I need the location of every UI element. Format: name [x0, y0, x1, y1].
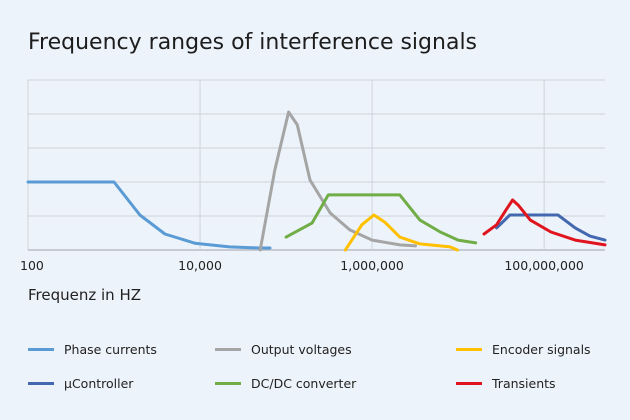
legend-item: Phase currents — [28, 342, 157, 357]
legend-label: Encoder signals — [492, 342, 591, 357]
legend-item: DC/DC converter — [215, 376, 356, 391]
legend-item: Encoder signals — [456, 342, 591, 357]
series-line-transients — [482, 198, 607, 247]
x-axis-label: Frequenz in HZ — [28, 286, 142, 304]
series-line-phase-currents — [26, 180, 272, 250]
series-line-encoder-signals — [343, 213, 459, 252]
legend-swatch — [28, 382, 54, 385]
legend-item: Output voltages — [215, 342, 352, 357]
legend-swatch — [456, 382, 482, 385]
series-line-output-voltages — [258, 110, 417, 252]
legend-label: µController — [64, 376, 134, 391]
legend-swatch — [215, 382, 241, 385]
legend-label: Transients — [492, 376, 556, 391]
chart-plot: 100 10,000 1,000,000 100,000,000 — [20, 79, 607, 273]
x-tick-label: 10,000 — [178, 258, 222, 273]
x-tick-label: 100,000,000 — [504, 258, 584, 273]
x-tick-label: 100 — [20, 258, 44, 273]
legend-swatch — [456, 348, 482, 351]
legend-swatch — [215, 348, 241, 351]
chart-title: Frequency ranges of interference signals — [28, 30, 478, 55]
x-tick-label: 1,000,000 — [340, 258, 404, 273]
legend-label: Output voltages — [251, 342, 352, 357]
legend-item: Transients — [456, 376, 556, 391]
series-line-µcontroller — [495, 213, 607, 242]
series-line-dc-dc-converter — [284, 193, 478, 245]
legend-item: µController — [28, 376, 133, 391]
legend-swatch — [28, 348, 54, 351]
legend-label: Phase currents — [64, 342, 157, 357]
legend-label: DC/DC converter — [251, 376, 357, 391]
